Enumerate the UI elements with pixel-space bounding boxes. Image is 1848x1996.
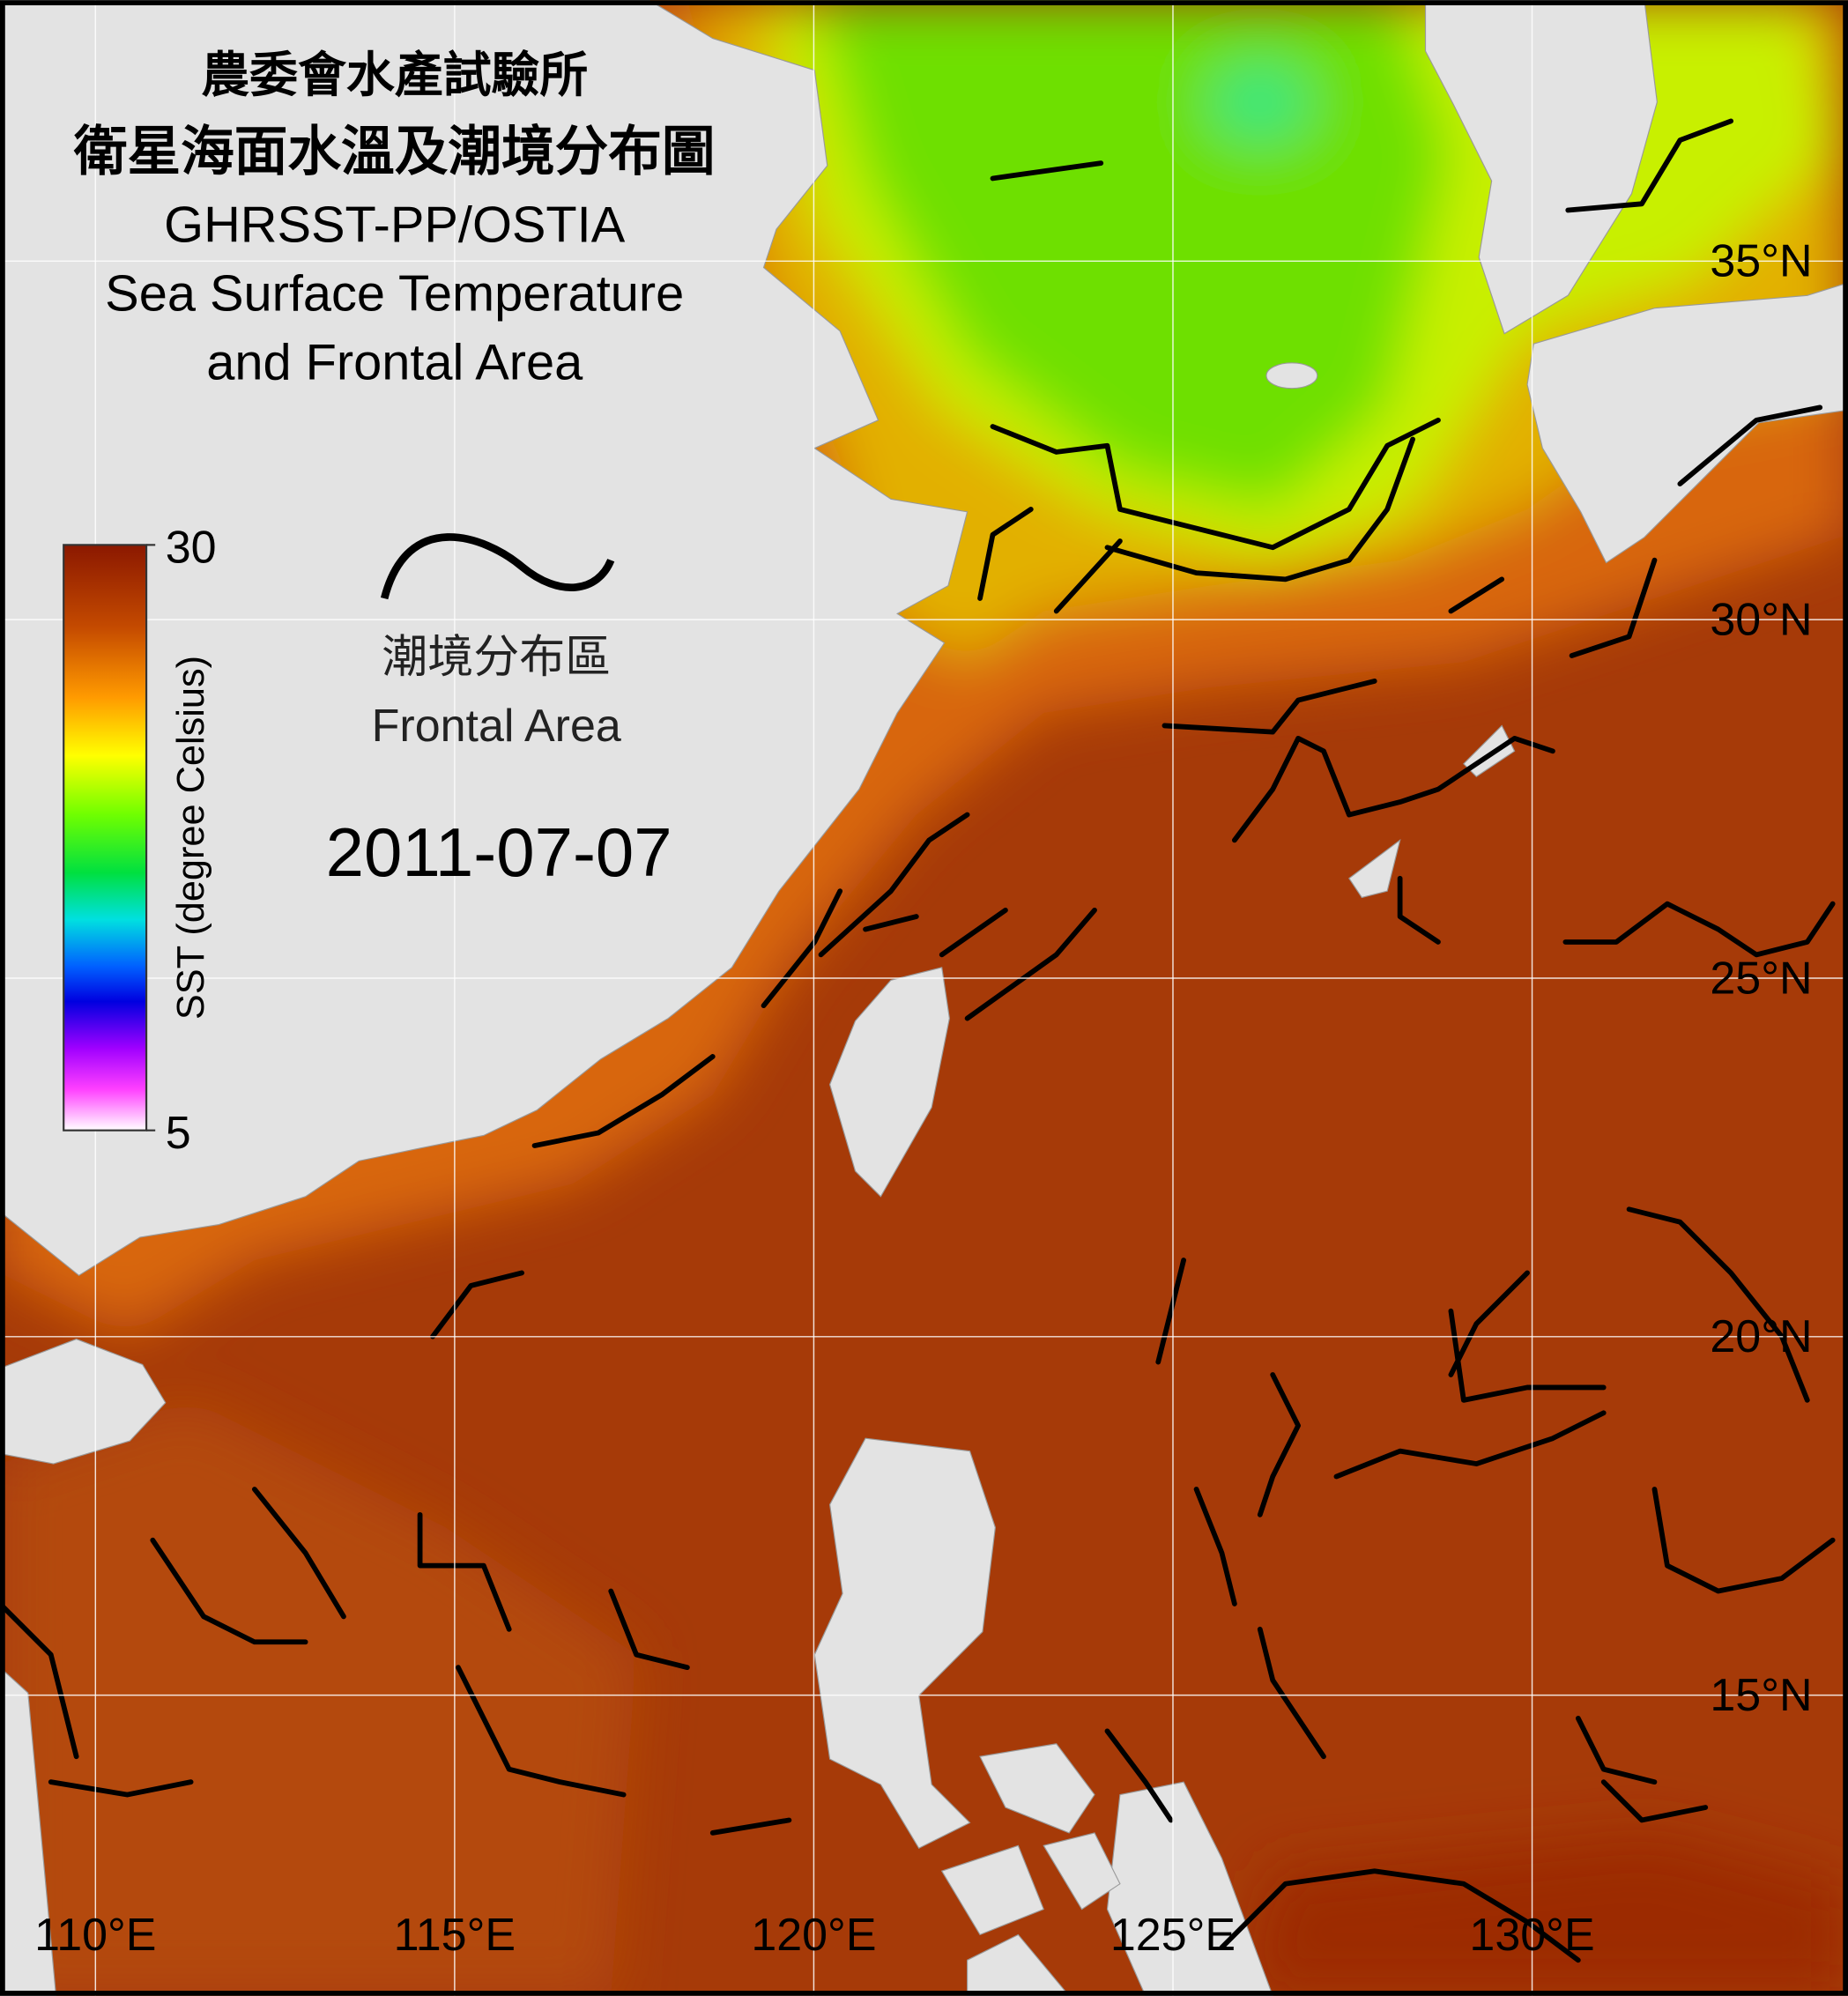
colorbar-ticks: 30 5 xyxy=(146,523,217,1159)
date-label: 2011-07-07 xyxy=(326,813,672,891)
latitude-label: 15°N xyxy=(1710,1670,1812,1721)
latitude-label: 30°N xyxy=(1710,594,1812,645)
longitude-label: 120°E xyxy=(751,1910,876,1961)
longitude-label: 130°E xyxy=(1469,1910,1594,1961)
title-line: and Frontal Area xyxy=(206,335,583,391)
latitude-label: 20°N xyxy=(1710,1311,1812,1362)
legend-label-en: Frontal Area xyxy=(372,701,621,752)
longitude-label: 115°E xyxy=(394,1910,516,1961)
title-line: GHRSST-PP/OSTIA xyxy=(164,197,626,254)
colorbar-label: SST (degree Celsius) xyxy=(170,656,212,1020)
title-line: 衛星海面水溫及潮境分布圖 xyxy=(73,121,716,181)
title-line: 農委會水產試驗所 xyxy=(201,48,588,102)
fronts xyxy=(0,118,1836,1963)
latitude-label: 35°N xyxy=(1710,236,1812,287)
longitude-label: 125°E xyxy=(1110,1910,1236,1961)
title-line: Sea Surface Temperature xyxy=(105,266,684,323)
longitude-label: 110°E xyxy=(34,1910,156,1961)
legend-label-zh: 潮境分布區 xyxy=(382,632,611,683)
latitude-label: 25°N xyxy=(1710,953,1812,1004)
colorbar xyxy=(63,544,148,1132)
frontal-legend-symbol xyxy=(380,533,615,600)
colorbar-tick-label: 5 xyxy=(166,1108,191,1159)
colorbar-tick-label: 30 xyxy=(166,523,217,574)
